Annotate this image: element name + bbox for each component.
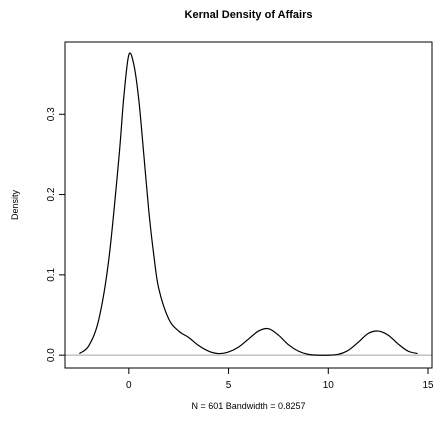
plot-frame	[64, 41, 433, 369]
x-tick-label: 0	[126, 380, 132, 391]
x-axis-label: N = 601 Bandwidth = 0.8257	[191, 401, 305, 411]
density-curve	[78, 52, 418, 356]
x-axis: 0 5 10 15	[126, 368, 434, 391]
y-tick-label: 0.3	[46, 107, 57, 121]
y-tick-label: 0.2	[46, 187, 57, 201]
y-tick-label: 0.0	[46, 348, 57, 362]
x-tick-label: 10	[323, 380, 335, 391]
chart-title: Kernal Density of Affairs	[185, 9, 313, 21]
x-tick-label: 5	[226, 380, 232, 391]
y-axis: 0.0 0.1 0.2 0.3	[46, 107, 65, 362]
y-tick-label: 0.1	[46, 267, 57, 281]
x-tick-label: 15	[422, 380, 434, 391]
y-axis-label: Density	[10, 189, 20, 220]
